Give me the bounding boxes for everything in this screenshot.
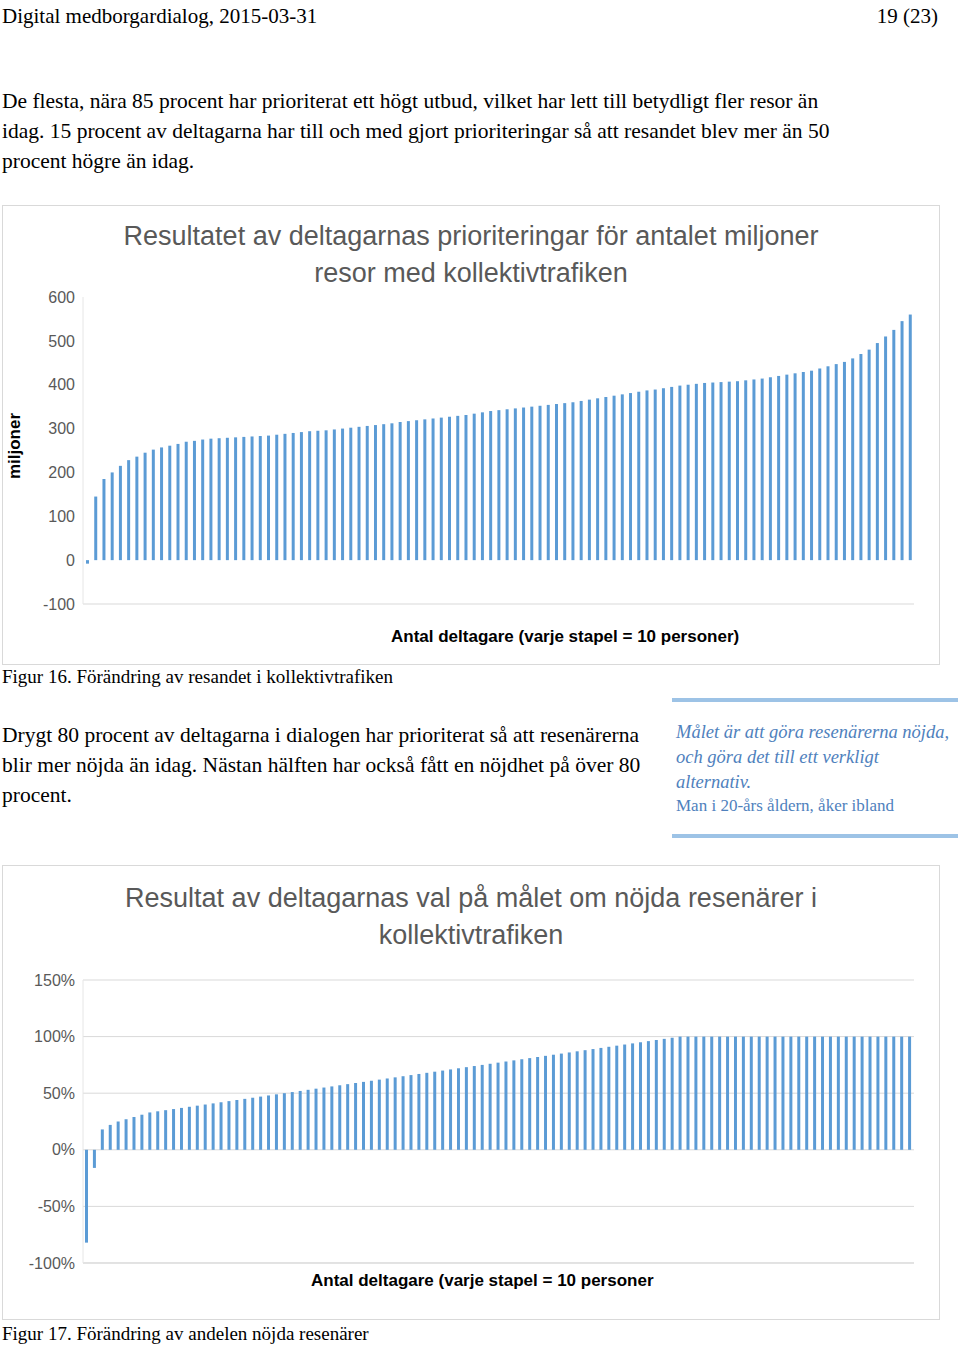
svg-text:400: 400 [48,376,75,393]
svg-text:-100%: -100% [29,1255,75,1272]
svg-text:500: 500 [48,333,75,350]
svg-text:200: 200 [48,464,75,481]
html-text:19 (23): 19 (23) [876,4,938,28]
svg-text:0%: 0% [52,1141,75,1158]
svg-text:50%: 50% [43,1085,75,1102]
svg-text:150%: 150% [34,972,75,989]
svg-text:100%: 100% [34,1028,75,1045]
html-text:Figur 17. Förändring av andele: Figur 17. Förändring av andelen nöjda re… [2,1323,369,1344]
html-text:Antal deltagare (varje stapel: Antal deltagare (varje stapel = 10 perso… [391,627,740,646]
svg-text:100: 100 [48,508,75,525]
svg-text:600: 600 [48,289,75,306]
html-text:Antal deltagare (varje stapel: Antal deltagare (varje stapel = 10 perso… [311,1271,654,1290]
html-text:Målet är att göra resenärerna: Målet är att göra resenärerna nöjda, och… [676,722,949,792]
html-text:Man i 20-års åldern, åker ibla: Man i 20-års åldern, åker ibland [676,796,895,815]
html-text:De flesta, nära 85 procent har: De flesta, nära 85 procent har prioriter… [2,89,830,173]
html-text:Resultat av deltagarnas val på: Resultat av deltagarnas val på målet om … [125,883,817,950]
html-text:Figur 16. Förändring av resand: Figur 16. Förändring av resandet i kolle… [2,666,393,687]
svg-text:300: 300 [48,420,75,437]
html-text:Resultatet av deltagarnas prio: Resultatet av deltagarnas prioriteringar… [123,221,819,288]
html-text:Digital medborgardialog, 2015-: Digital medborgardialog, 2015-03-31 [2,4,318,28]
html-text:Drygt 80 procent av deltagarna: Drygt 80 procent av deltagarna i dialoge… [2,723,641,807]
svg-text:-50%: -50% [38,1198,75,1215]
svg-text:-100: -100 [43,596,75,613]
html-text:miljoner: miljoner [5,412,24,480]
svg-text:0: 0 [66,552,75,569]
